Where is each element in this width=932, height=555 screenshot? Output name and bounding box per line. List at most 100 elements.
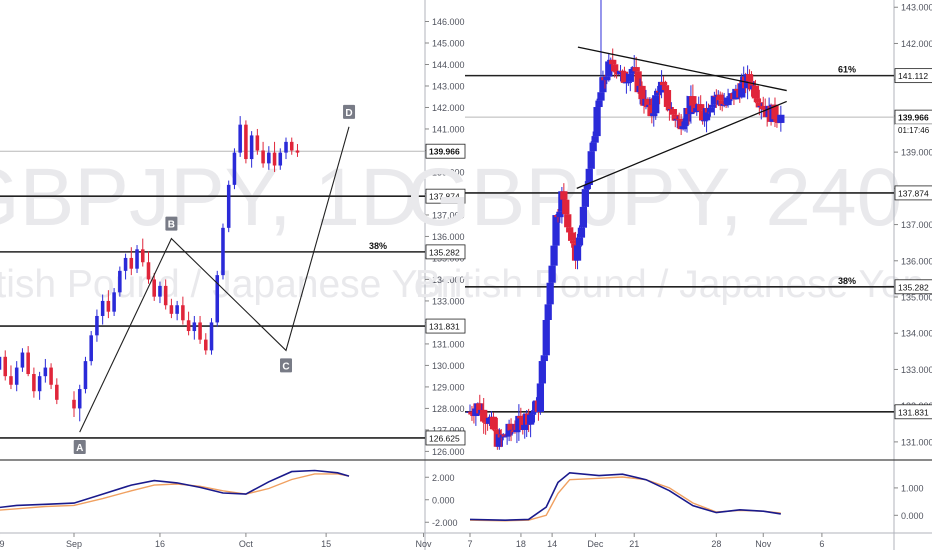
candle-body <box>169 305 174 314</box>
countdown-label: 01:17:46 <box>898 126 930 135</box>
candle-body <box>568 232 576 241</box>
candle-body <box>238 124 242 153</box>
candle-body <box>628 68 636 74</box>
candle-body <box>272 152 277 166</box>
candle-body <box>669 109 677 115</box>
candle-body <box>77 389 82 409</box>
macd-tick-label: 2.000 <box>432 473 455 483</box>
triangle-lower-trendline <box>576 100 787 189</box>
candle-body <box>718 100 726 106</box>
candle-body <box>595 100 603 108</box>
candle-body <box>89 335 93 362</box>
candle-body <box>255 135 260 151</box>
y-tick-label: 128.000 <box>432 404 465 414</box>
candle-body <box>609 59 617 65</box>
candle-body <box>716 94 724 101</box>
candle-body <box>683 107 691 122</box>
candle-body <box>558 191 566 212</box>
candle-body <box>284 141 288 153</box>
level-price-box <box>425 430 466 446</box>
candle-body <box>648 104 656 117</box>
candle-body <box>755 102 763 108</box>
candle-body <box>732 88 740 100</box>
current-price-label: 139.966 <box>898 113 929 123</box>
candle-body <box>204 339 208 351</box>
level-price-box <box>425 318 466 334</box>
candle-body <box>556 211 564 218</box>
candle-body <box>585 168 593 186</box>
candle-body <box>777 114 785 123</box>
candle-body <box>579 206 588 228</box>
candle-body <box>129 257 134 269</box>
candle-body <box>650 113 658 117</box>
candle-body <box>771 104 779 120</box>
macd-line <box>0 469 350 509</box>
candle-body <box>198 322 202 340</box>
level-price-box <box>894 279 932 295</box>
x-tick-label: Sep <box>66 539 82 549</box>
candle-body <box>232 152 237 185</box>
candle-body <box>599 77 607 93</box>
candle-body <box>118 270 122 293</box>
candle-body <box>620 71 629 83</box>
swing-marker-box <box>280 358 293 373</box>
swing-marker-box <box>73 440 86 455</box>
candle-body <box>485 417 494 424</box>
candle-body <box>72 399 76 409</box>
candle-body <box>552 215 560 246</box>
candle-body <box>569 240 578 244</box>
candle-body <box>261 150 265 164</box>
candle-body <box>515 415 523 431</box>
candle-body <box>612 71 621 73</box>
x-tick-label: Nov <box>755 539 772 549</box>
y-tick-label: 127.000 <box>432 425 465 435</box>
y-tick-label: 129.000 <box>432 382 465 392</box>
y-tick-label: 146.000 <box>432 17 465 27</box>
fib-percent-label: 38% <box>838 276 856 286</box>
current-price-label: 139.966 <box>429 147 460 157</box>
candle-body <box>267 152 271 164</box>
candle-body <box>699 110 707 121</box>
swing-marker-box <box>165 216 178 231</box>
candle-body <box>146 262 151 280</box>
abcd-pattern-line <box>79 126 350 433</box>
candle-body <box>503 435 511 437</box>
level-price-label: 135.282 <box>429 247 460 257</box>
candle-body <box>513 430 521 433</box>
candle-body <box>140 249 145 263</box>
candle-body <box>747 81 756 90</box>
candle-body <box>689 96 697 106</box>
candle-body <box>181 305 185 321</box>
left-chart-panel[interactable]: GBPJPY, 1D British Pound / Japanese Yen 12… <box>0 0 604 550</box>
candle-body <box>611 64 619 72</box>
candle-body <box>83 361 88 390</box>
candle-body <box>9 376 13 385</box>
candle-body <box>589 142 597 152</box>
candle-body <box>186 320 191 332</box>
candle-body <box>700 120 709 122</box>
candle-body <box>135 249 139 269</box>
candle-body <box>221 227 225 276</box>
candle-body <box>697 104 705 111</box>
candle-body <box>226 184 231 228</box>
y-tick-label: 126.000 <box>432 447 465 457</box>
candle-body <box>538 361 546 384</box>
watermark-symbol: GBPJPY, 240 <box>407 152 902 243</box>
candle-body <box>581 189 589 207</box>
candle-body <box>663 90 672 107</box>
candle-body <box>495 434 503 447</box>
candle-body <box>468 411 476 415</box>
level-price-label: 137.874 <box>898 188 929 198</box>
level-price-box <box>894 185 932 201</box>
candle-body <box>577 227 586 238</box>
swing-marker-label: A <box>76 443 83 454</box>
candle-body <box>702 108 711 121</box>
candle-body <box>548 265 556 283</box>
candle-body <box>158 285 162 297</box>
y-tick-label: 145.000 <box>432 38 465 48</box>
candle-body <box>671 114 679 121</box>
candle-body <box>773 119 781 122</box>
candle-body <box>215 275 220 323</box>
